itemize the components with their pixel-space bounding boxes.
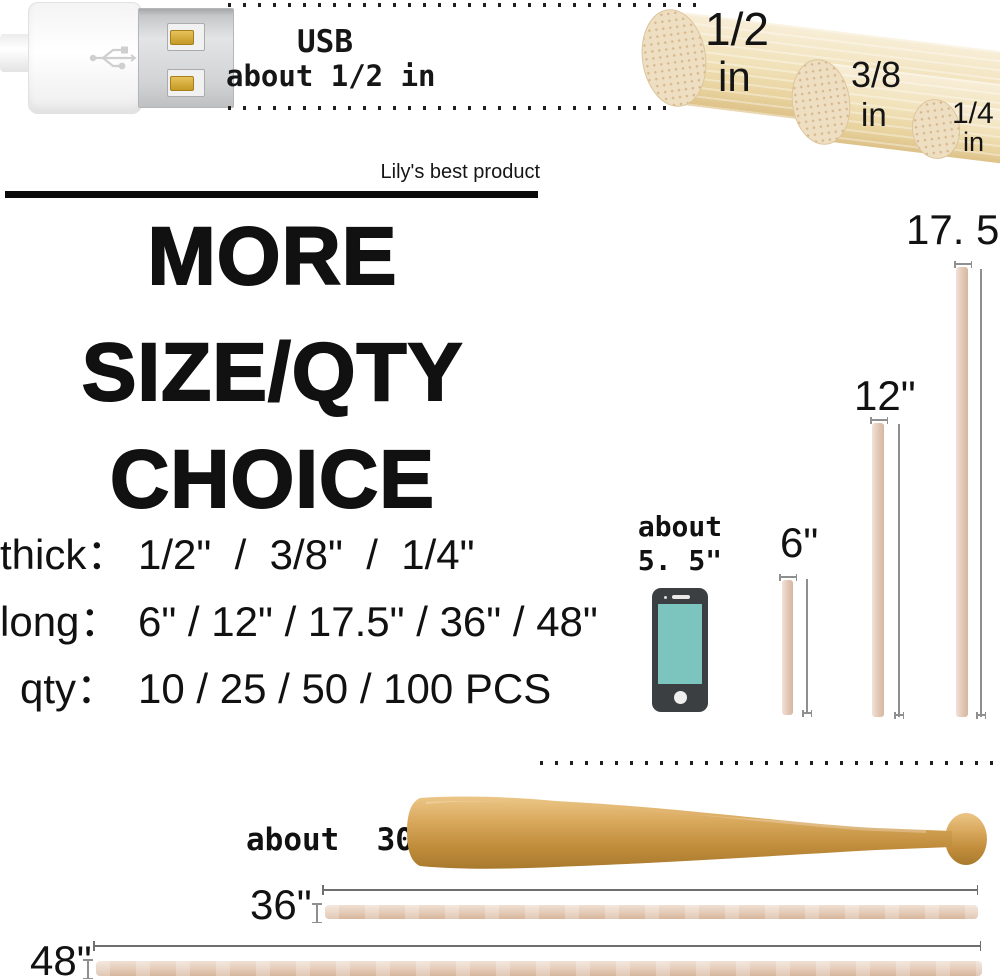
usb-metal-connector [138, 8, 234, 108]
phone-home-button [674, 691, 687, 704]
measure-endtick-6in [802, 710, 812, 716]
measure-line-12in [898, 424, 900, 717]
spec-row-qty: qty： 10 / 25 / 50 / 100 PCS [0, 665, 551, 713]
usb-title: USB [297, 24, 353, 60]
phone-size-caption-line2: 5. 5" [637, 544, 723, 577]
thickness-ibeam-36in [313, 903, 321, 923]
thickness-label-quarter: 1/4 [952, 97, 994, 130]
usb-gold-pin [170, 76, 194, 91]
title-underline-bar [5, 191, 538, 198]
caliper-tick-17-5in [954, 261, 972, 267]
measure-line-17-5in [980, 269, 982, 717]
usb-gold-pin [170, 30, 194, 45]
length-label-48in: 48" [30, 937, 92, 979]
usb-contact-window [167, 23, 205, 51]
thickness-label-half: 1/2 [705, 3, 769, 55]
spec-label-thick: thick： [0, 531, 129, 578]
length-label-6in: 6" [780, 519, 819, 566]
length-label-12in: 12" [854, 372, 916, 419]
phone-screen [658, 604, 702, 684]
phone-icon [652, 588, 708, 712]
measure-line-36in [322, 886, 978, 894]
phone-speaker [672, 595, 690, 599]
usb-trident-icon [89, 46, 137, 70]
dotted-rule-under-usb-label [228, 106, 668, 110]
usb-contact-window [167, 69, 205, 97]
spec-row-long: long： 6" / 12" / 17.5" / 36" / 48" [0, 598, 598, 646]
vertical-dowel-6in [782, 580, 793, 715]
thickness-ibeam-48in [84, 959, 92, 979]
spec-row-thick: thick： 1/2" / 3/8" / 1/4" [0, 531, 475, 579]
caliper-tick-12in [870, 417, 888, 423]
vertical-dowel-17-5in [956, 267, 968, 717]
measure-line-6in [806, 579, 808, 714]
bat-length-label: about 30" [246, 822, 433, 858]
thickness-unit-half: in [718, 53, 751, 100]
thickness-label-three-eighth: 3/8 [851, 54, 902, 95]
thickness-unit-quarter: in [963, 127, 985, 157]
thickness-unit-three-eighth: in [861, 96, 887, 133]
headline-line-2: SIZE/QTY [81, 327, 464, 418]
usb-plug-body [28, 2, 142, 114]
spec-value-qty: 10 / 25 / 50 / 100 PCS [138, 665, 552, 712]
length-label-17-5in: 17. 5" [906, 206, 1000, 253]
spec-label-long: long： [0, 598, 122, 645]
vertical-dowel-12in [872, 423, 884, 717]
caliper-tick-6in [779, 574, 797, 580]
headline-line-1: MORE [147, 211, 398, 302]
spec-label-qty: qty： [19, 665, 118, 712]
measure-line-48in [93, 942, 981, 950]
mini-baseball-bat-image [407, 796, 987, 869]
usb-subtitle: about 1/2 in [226, 59, 436, 93]
phone-size-caption-line1: about [637, 510, 723, 543]
brand-text: Lily's best product [380, 161, 540, 183]
headline-line-3: CHOICE [109, 434, 435, 525]
spec-value-thick: 1/2" / 3/8" / 1/4" [138, 531, 475, 578]
horizontal-dowel-36in [325, 905, 978, 919]
measure-endtick-17-5in [976, 712, 986, 718]
length-label-36in: 36" [250, 881, 312, 928]
phone-camera-dot [664, 596, 667, 599]
dotted-rule-top [228, 3, 700, 7]
dotted-rule-middle [540, 761, 1000, 765]
horizontal-dowel-48in [96, 961, 982, 976]
measure-endtick-12in [894, 712, 904, 718]
spec-value-long: 6" / 12" / 17.5" / 36" / 48" [138, 598, 598, 645]
